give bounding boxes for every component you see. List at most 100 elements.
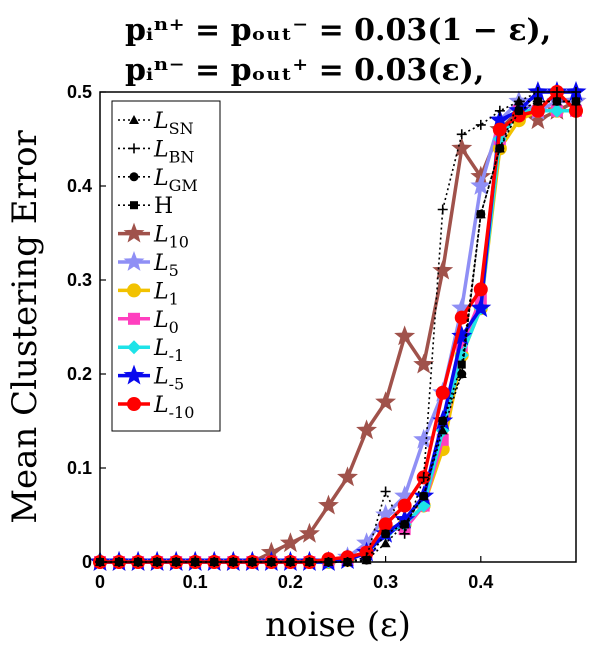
legend-item-L_1: L1 (118, 279, 179, 308)
legend-marker (127, 340, 141, 355)
data-point-L_10-14 (356, 419, 378, 440)
x-tick-label: 0.1 (183, 572, 208, 592)
legend-item-L_GM: LGM (118, 166, 198, 195)
data-point-L_5-17 (413, 428, 435, 449)
data-point-L_-10-16 (397, 498, 412, 513)
x-tick-label: 0.2 (278, 572, 303, 592)
x-axis: 0 0.1 0.2 0.3 0.4 (95, 556, 493, 592)
legend-item-L_BN: LBN (118, 137, 194, 166)
title-line-2: pᵢⁿ⁻ = pₒᵤₜ⁺ = 0.03(ε), (125, 53, 484, 88)
legend-label: LGM (153, 166, 198, 195)
x-tick-label: 0.4 (468, 572, 493, 592)
data-point-L_10-18 (432, 259, 454, 280)
data-point-L_5-16 (394, 485, 416, 506)
y-tick-label: 0.1 (67, 458, 92, 478)
legend-label: LBN (153, 137, 194, 166)
legend-item-L_-5: L-5 (118, 364, 184, 394)
legend-label: LSN (153, 109, 194, 138)
data-point-L_5-19 (451, 297, 473, 318)
legend-label: H (154, 194, 173, 219)
y-axis: 0 0.1 0.2 0.3 0.4 0.5 (67, 82, 106, 572)
legend-label: L10 (153, 223, 189, 252)
data-point-L_-5-19 (451, 325, 473, 346)
y-tick-label: 0.2 (67, 364, 92, 384)
data-point-L_-5-20 (470, 297, 492, 318)
data-point-L_10-23 (527, 109, 549, 130)
legend-item-L_5: L5 (118, 251, 179, 280)
data-point-L_10-13 (337, 466, 358, 487)
data-point-L_-10-18 (435, 385, 450, 400)
data-point-L_BN-22 (513, 96, 524, 107)
legend-marker (123, 222, 145, 243)
data-point-H-23 (533, 97, 542, 106)
legend-marker (130, 201, 138, 210)
legend-marker (123, 251, 145, 271)
data-point-L_BN-17 (418, 472, 429, 483)
legend-marker (123, 364, 145, 385)
legend-item-L_SN: LSN (118, 109, 194, 138)
data-point-L_10-19 (451, 137, 473, 158)
y-tick-label: 0.3 (67, 270, 92, 290)
title-line-1: pᵢⁿ⁺ = pₒᵤₜ⁻ = 0.03(1 − ε), (125, 13, 551, 48)
legend-marker (129, 143, 139, 154)
data-point-H-19 (457, 360, 466, 369)
data-point-H-22 (514, 106, 523, 115)
data-point-L_SN-15 (380, 538, 391, 548)
y-tick-label: 0 (82, 552, 92, 572)
data-point-L_-10-15 (378, 517, 393, 532)
legend-item-L_10: L10 (118, 222, 189, 252)
x-tick-label: 0 (95, 572, 105, 592)
legend-marker (128, 312, 140, 325)
data-point-L_5-20 (470, 175, 492, 195)
data-point-L_BN-20 (475, 119, 486, 130)
data-point-L_5-15 (375, 504, 397, 524)
data-point-H-17 (419, 492, 428, 501)
legend-label: L-5 (153, 365, 184, 394)
data-point-L_BN-21 (494, 105, 505, 116)
data-point-L_-10-20 (473, 282, 488, 297)
data-point-H-16 (400, 520, 409, 529)
data-point-L_-10-19 (454, 310, 469, 325)
data-point-L_10-12 (318, 494, 339, 515)
data-point-H-14 (362, 556, 371, 565)
data-point-L_GM-19 (457, 369, 467, 379)
legend-marker (129, 172, 139, 182)
data-point-L_10-16 (394, 325, 416, 346)
data-point-L_BN-19 (456, 129, 467, 140)
data-point-H-18 (438, 417, 447, 425)
x-axis-label: noise (ε) (265, 605, 411, 645)
data-point-L_-1-24 (549, 103, 564, 118)
series-line-H (100, 100, 576, 563)
data-point-L_10-11 (298, 522, 320, 543)
data-point-L_10-15 (375, 391, 397, 412)
data-point-L_-10-21 (492, 122, 507, 137)
legend-marker (127, 283, 141, 298)
data-point-L_BN-15 (380, 486, 391, 497)
legend-label: L1 (153, 279, 179, 308)
data-point-L_10-10 (279, 532, 301, 553)
data-point-H-20 (476, 210, 485, 219)
legend-label: L0 (153, 308, 179, 337)
y-axis-label: Mean Clustering Error (5, 129, 45, 523)
legend-label: L-10 (153, 393, 194, 422)
data-point-L_-5-16 (394, 508, 416, 529)
data-point-H-21 (495, 144, 504, 153)
data-point-L_-10-23 (530, 103, 545, 118)
legend-label: L5 (153, 251, 179, 280)
legend-marker (127, 397, 141, 411)
chart-title: pᵢⁿ⁺ = pₒᵤₜ⁻ = 0.03(1 − ε), pᵢⁿ⁻ = pₒᵤₜ⁺… (125, 13, 551, 88)
legend-item-L_-1: L-1 (118, 336, 184, 365)
data-point-L_10-17 (413, 353, 435, 374)
data-point-H-24 (552, 97, 561, 106)
legend-label: L-1 (153, 336, 184, 365)
data-point-L_BN-16 (399, 528, 410, 539)
data-point-L_BN-18 (437, 204, 448, 215)
legend-marker (129, 115, 139, 124)
legend-item-H: H (118, 194, 173, 219)
x-tick-label: 0.3 (373, 572, 398, 592)
legend-item-L_-10: L-10 (118, 393, 194, 422)
y-tick-label: 0.4 (67, 176, 92, 196)
data-point-H-15 (381, 529, 390, 538)
y-tick-label: 0.5 (67, 82, 92, 102)
